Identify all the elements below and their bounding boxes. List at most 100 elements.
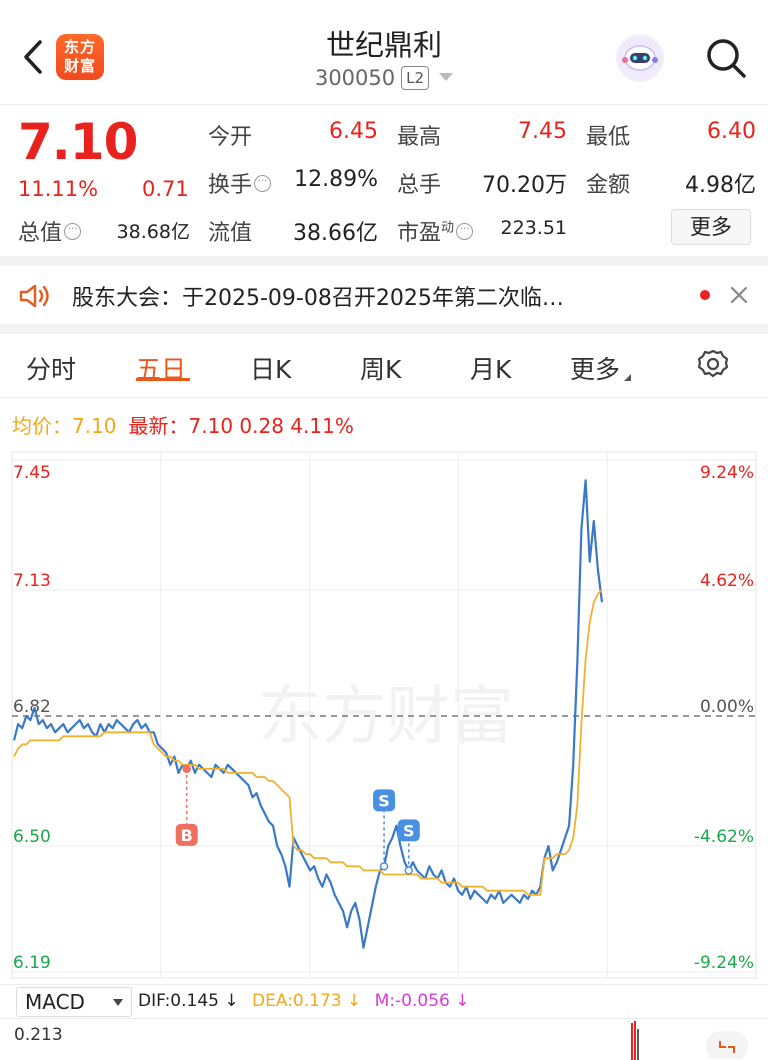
low-label: 最低 [586,125,631,150]
notice-text: 股东大会：于2025-09-08召开2025年第二次临… [72,286,564,311]
tab-daily-k[interactable]: 日K [250,355,292,384]
tab-intraday[interactable]: 分时 [26,355,77,384]
float-cap-item: 流值 38.66亿 [208,215,378,247]
marker-point [379,862,389,871]
market-cap-item: 总值 ··· 38.68亿 [18,215,190,247]
macd-header: MACD DIF:0.145 ↓ DEA:0.173 ↓ M:-0.056 ↓ [0,984,768,1018]
volume-label: 总手 [397,173,442,198]
indicator-selector[interactable]: MACD [16,987,132,1017]
watermark-text: 东方财富 [258,680,514,754]
marker-label: S [378,791,390,810]
y-tick-left: 6.82 [13,697,51,717]
info-icon[interactable]: ··· [64,223,82,240]
marker-point [182,764,191,774]
logo-text-line2: 财富 [63,57,96,75]
low-value: 6.40 [707,119,756,144]
float-cap-value: 38.66亿 [293,221,378,246]
search-icon[interactable] [700,34,752,82]
volume-item: 总手 70.20万 [397,167,567,199]
y-tick-right: -4.62% [694,827,754,847]
latest-price-legend: 最新：7.10 0.28 4.11% [128,414,354,438]
tab-more[interactable]: 更多 [570,350,632,386]
high-value: 7.45 [518,119,567,144]
amount-value: 4.98亿 [685,173,756,198]
open-value: 6.45 [329,119,378,144]
indicator-selector-label: MACD [25,990,85,1014]
chart-legend: 均价：7.10 最新：7.10 0.28 4.11% [12,410,354,439]
amount-item: 金额 4.98亿 [586,167,756,199]
corner-triangle-icon [624,374,632,381]
five-day-chart[interactable]: 东方财富 7.45 7.13 6.82 6.50 6.19 9.24% 4.62% 0.00%… [0,448,768,982]
open-item: 今开 6.45 [208,119,378,151]
y-tick-right: -9.24% [694,953,754,973]
section-separator [0,256,768,266]
level-badge: L2 [401,66,430,90]
notice-bar[interactable]: 股东大会：于2025-09-08召开2025年第二次临… [0,266,768,324]
pe-dynamic-sup: 动 [441,220,455,236]
active-tab-underline [136,378,190,381]
back-arrow-icon[interactable] [14,34,50,80]
y-tick-right: 9.24% [700,463,754,483]
y-tick-right: 0.00% [700,697,754,717]
y-tick-left: 6.19 [13,953,51,973]
logo-text-line1: 东方 [63,38,96,56]
y-tick-left: 6.50 [13,827,51,847]
gear-icon[interactable] [696,348,730,382]
macd-values: DIF:0.145 ↓ DEA:0.173 ↓ M:-0.056 ↓ [138,991,470,1011]
chart-frame [11,451,757,979]
avg-price-legend: 均价：7.10 [12,414,117,438]
macd-m: M:-0.056 ↓ [374,991,470,1011]
current-price: 7.10 [18,113,138,171]
volume-value: 70.20万 [482,173,567,198]
speaker-icon [19,284,49,308]
turnover-label: 换手 [208,173,253,198]
y-tick-right: 4.62% [700,571,754,591]
pe-label: 市盈 [397,221,442,246]
assistant-robot-icon[interactable] [616,34,664,82]
y-tick-left: 7.13 [13,571,51,591]
low-item: 最低 6.40 [586,119,756,151]
marker-badge [373,789,396,812]
stock-code-row[interactable]: 300050 L2 [0,66,768,90]
tab-weekly-k[interactable]: 周K [360,355,402,384]
high-label: 最高 [397,125,442,150]
marker-label: S [403,821,415,840]
macd-axis-top: 0.213 [14,1025,63,1045]
more-button[interactable]: 更多 [671,209,751,245]
macd-chart[interactable]: 0.213 [0,1018,768,1060]
dropdown-caret-icon [439,73,454,81]
section-separator [0,324,768,334]
tab-more-label: 更多 [570,355,621,384]
price-line [12,479,604,949]
quote-panel: 7.10 11.11% 0.71 今开 6.45 最高 7.45 最低 6.40… [0,105,768,255]
unread-dot-icon [700,290,710,300]
pe-item: 市盈动 ··· 223.51 [397,215,567,247]
header: 东方 财富 世纪鼎利 300050 L2 [0,0,768,104]
marker-point [404,866,413,875]
turnover-item: 换手 ··· 12.89% [208,167,378,199]
info-icon[interactable]: ··· [456,223,474,240]
marker-badge [397,819,420,842]
amount-label: 金额 [586,173,631,198]
macd-dea: DEA:0.173 ↓ [252,991,362,1011]
expand-icon[interactable] [704,1029,750,1059]
turnover-value: 12.89% [294,167,378,192]
float-cap-label: 流值 [208,221,253,246]
change-percent: 11.11% [18,177,99,201]
avg-price-line [13,589,603,896]
info-icon[interactable]: ··· [254,175,272,192]
stock-code: 300050 [314,66,396,90]
price-chart-svg: 东方财富 7.45 7.13 6.82 6.50 6.19 9.24% 4.62% 0.00%… [11,451,757,979]
close-icon[interactable] [728,284,750,306]
market-cap-value: 38.68亿 [116,221,190,243]
marker-label: B [181,826,193,845]
macd-bars [631,1021,639,1060]
chart-tabs: 分时 五日 日K 周K 月K 更多 [0,334,768,398]
dropdown-triangle-icon [113,999,123,1006]
tab-monthly-k[interactable]: 月K [470,355,512,384]
open-label: 今开 [208,125,253,150]
header-divider [0,104,768,105]
pe-value: 223.51 [500,217,567,239]
eastmoney-logo[interactable]: 东方 财富 [56,34,104,80]
market-cap-label: 总值 [18,221,63,246]
